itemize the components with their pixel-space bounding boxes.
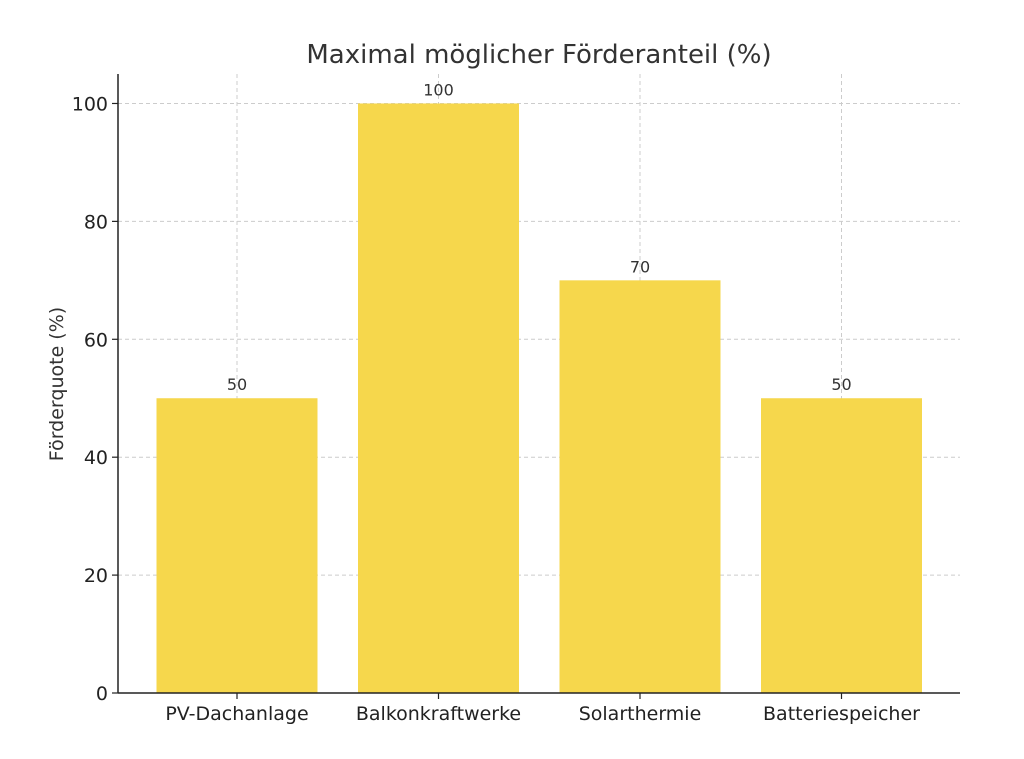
bar (761, 398, 922, 693)
chart-title: Maximal möglicher Förderanteil (%) (306, 40, 771, 70)
y-tick-label: 20 (84, 565, 108, 587)
y-tick-label: 60 (84, 329, 108, 351)
bar-value-label: 100 (423, 80, 454, 99)
y-ticks: 0 20 40 60 80 100 (72, 93, 118, 705)
data-labels: 50 100 70 50 (227, 80, 852, 394)
y-tick-label: 80 (84, 211, 108, 233)
axes (117, 74, 960, 694)
y-tick-label: 0 (96, 683, 108, 705)
bars (156, 103, 922, 693)
y-tick-label: 100 (72, 93, 108, 115)
y-axis-label: Förderquote (%) (46, 307, 68, 461)
bar (559, 280, 721, 693)
x-tick-label: PV-Dachanlage (165, 703, 308, 725)
x-ticks: PV-Dachanlage Balkonkraftwerke Solarthermi… (165, 693, 920, 725)
bar (358, 103, 519, 693)
bar-value-label: 50 (831, 375, 851, 394)
x-tick-label: Batteriespeicher (763, 703, 920, 725)
bar (156, 398, 318, 693)
bar-value-label: 50 (227, 375, 247, 394)
y-tick-label: 40 (84, 447, 108, 469)
bar-value-label: 70 (630, 257, 650, 276)
x-tick-label: Balkonkraftwerke (356, 703, 521, 725)
x-tick-label: Solarthermie (579, 703, 702, 725)
